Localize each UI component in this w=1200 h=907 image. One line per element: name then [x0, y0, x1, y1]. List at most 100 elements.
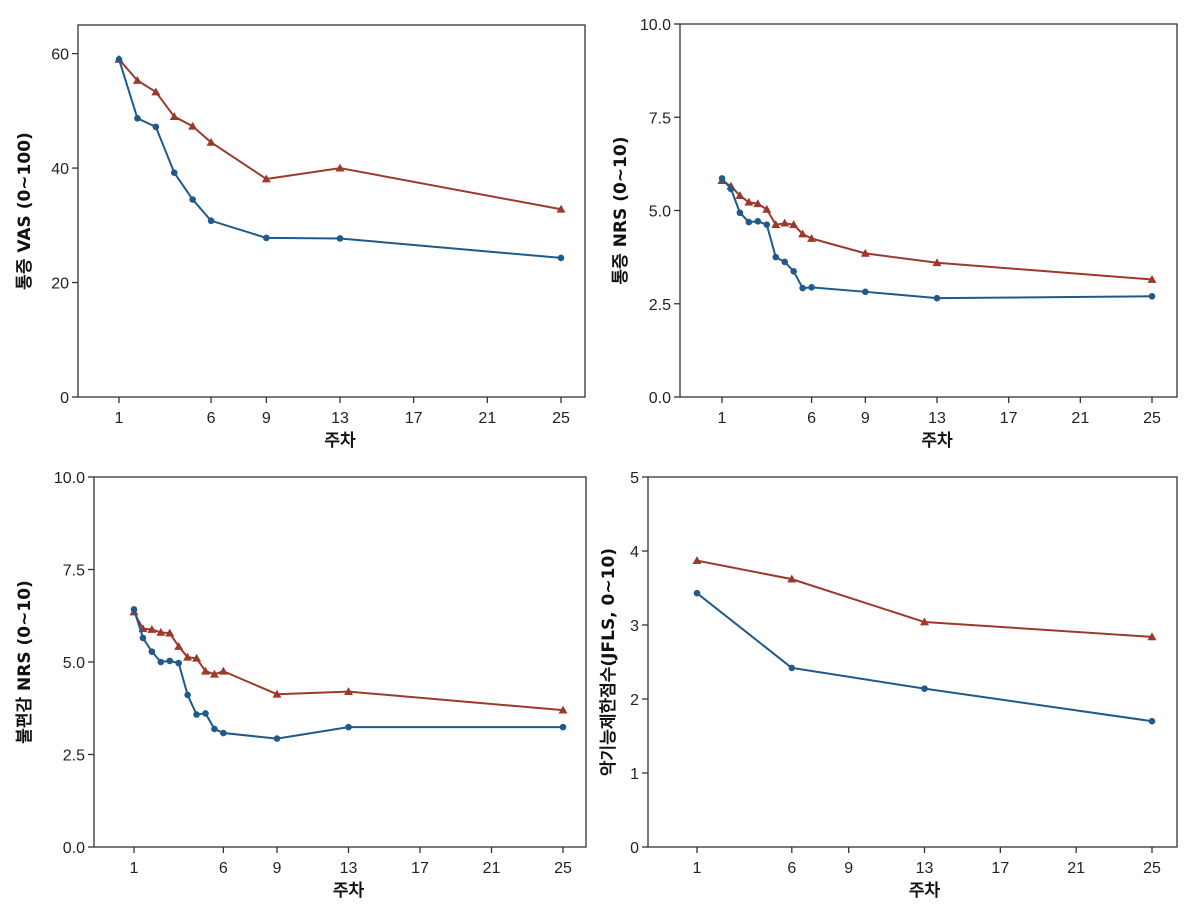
series-line-series_b — [118, 58, 562, 211]
data-point-series_b — [558, 705, 568, 714]
chart-panel-pain-nrs: 1 6 9 13 17 21 25 0.0 2.5 5.0 7.5 10.0 주차 통증 NRS (0~1… — [611, 17, 1178, 451]
x-tick-label: 13 — [928, 410, 946, 427]
data-point-series_a — [772, 253, 780, 261]
data-point-series_a — [148, 648, 156, 655]
x-tick-label: 9 — [273, 860, 282, 877]
data-point-series_b — [335, 163, 345, 172]
data-point-series_a — [933, 294, 941, 302]
x-tick-label: 17 — [991, 860, 1009, 877]
data-point-series_b — [156, 627, 166, 636]
x-tick-label: 25 — [552, 410, 570, 427]
data-point-series_b — [206, 137, 216, 146]
data-point-series_b — [1147, 632, 1157, 641]
data-point-series_b — [556, 204, 566, 213]
data-point-series_a — [273, 735, 281, 742]
y-tick-label: 0 — [60, 390, 69, 407]
data-point-series_b — [201, 666, 210, 675]
x-tick-label: 9 — [262, 410, 271, 427]
y-tick-label: 2.5 — [63, 748, 85, 765]
data-point-series_b — [151, 87, 161, 96]
data-point-series_a — [1148, 717, 1156, 725]
x-tick-label: 17 — [405, 410, 423, 427]
chart-panel-pain-vas: 1 6 9 13 17 21 25 0 20 40 60 주차 통증 VAS (0~100) — [15, 24, 586, 451]
data-point-series_a — [799, 284, 806, 292]
y-axis-title: 악기능제한점수(JFLS, 0~10) — [599, 548, 619, 776]
series-line-series_a — [721, 177, 1153, 300]
y-axis-title: 불편감 NRS (0~10) — [15, 580, 35, 744]
data-point-series_b — [771, 220, 781, 229]
data-point-series_b — [798, 229, 808, 238]
data-point-series_b — [735, 191, 745, 199]
x-tick-label: 25 — [554, 860, 572, 877]
series-line-series_b — [696, 559, 1153, 638]
y-tick-label: 5 — [630, 470, 639, 487]
data-point-series_b — [1147, 275, 1157, 283]
data-point-series_a — [693, 589, 701, 597]
data-point-series_b — [762, 204, 772, 213]
y-tick-label: 10.0 — [640, 17, 671, 34]
data-point-series_b — [261, 174, 271, 183]
data-point-series_a — [790, 267, 797, 275]
series-line-series_a — [133, 609, 563, 740]
data-point-series_a — [1148, 292, 1156, 300]
x-axis-title: 주차 — [324, 431, 356, 451]
x-tick-label: 6 — [207, 410, 216, 427]
data-point-series_b — [174, 641, 184, 650]
data-point-series_a — [754, 218, 762, 225]
data-point-series_a — [862, 288, 869, 296]
y-tick-label: 20 — [51, 276, 69, 293]
y-tick-label: 7.5 — [649, 110, 671, 127]
data-point-series_b — [188, 121, 198, 130]
x-tick-label: 25 — [1143, 860, 1161, 877]
x-tick-label: 1 — [718, 410, 727, 427]
y-tick-label: 10.0 — [54, 470, 85, 487]
data-point-series_b — [272, 689, 282, 698]
y-tick-label: 2 — [630, 692, 639, 709]
y-tick-label: 3 — [630, 618, 639, 635]
x-axis-title: 주차 — [333, 881, 365, 901]
x-tick-label: 1 — [115, 410, 124, 427]
data-point-series_a — [193, 711, 200, 718]
data-point-series_b — [147, 624, 157, 633]
data-point-series_b — [807, 233, 817, 242]
data-point-series_a — [130, 606, 138, 613]
x-tick-label: 9 — [861, 410, 870, 427]
data-point-series_a — [808, 284, 815, 291]
data-point-series_a — [736, 209, 744, 217]
x-tick-label: 13 — [916, 860, 934, 877]
data-point-series_b — [692, 556, 702, 564]
x-tick-label: 6 — [787, 860, 796, 877]
x-tick-label: 21 — [483, 860, 501, 877]
plot-frame — [647, 476, 1178, 848]
plot-frame — [77, 24, 586, 398]
chart-panel-jfls: 1 6 9 13 17 21 25 0 1 2 3 4 5 주차 악기능제한점수(JFLS, 0~10) — [599, 470, 1178, 901]
data-point-series_b — [192, 653, 202, 662]
data-point-series_a — [189, 196, 196, 203]
data-point-series_b — [787, 574, 797, 583]
data-point-series_b — [218, 666, 228, 675]
data-point-series_a — [157, 658, 165, 666]
data-point-series_b — [920, 617, 929, 626]
data-point-series_a — [745, 218, 753, 226]
x-tick-label: 1 — [693, 860, 702, 877]
series-line-series_a — [696, 592, 1153, 723]
y-tick-label: 2.5 — [649, 297, 671, 314]
data-point-series_a — [763, 221, 771, 228]
data-point-series_a — [152, 123, 160, 131]
data-point-series_a — [336, 235, 344, 242]
x-tick-label: 9 — [844, 860, 853, 877]
y-tick-label: 7.5 — [63, 563, 85, 580]
data-point-series_a — [202, 710, 209, 717]
data-point-series_a — [166, 657, 174, 665]
data-point-series_b — [209, 669, 219, 678]
y-tick-label: 1 — [630, 766, 639, 783]
data-point-series_a — [134, 114, 141, 122]
x-tick-label: 17 — [1000, 410, 1018, 427]
data-point-series_a — [781, 258, 789, 266]
data-point-series_b — [165, 628, 175, 637]
data-point-series_a — [207, 217, 215, 225]
x-tick-label: 1 — [130, 860, 139, 877]
y-tick-label: 60 — [51, 47, 69, 64]
data-point-series_a — [115, 56, 123, 63]
